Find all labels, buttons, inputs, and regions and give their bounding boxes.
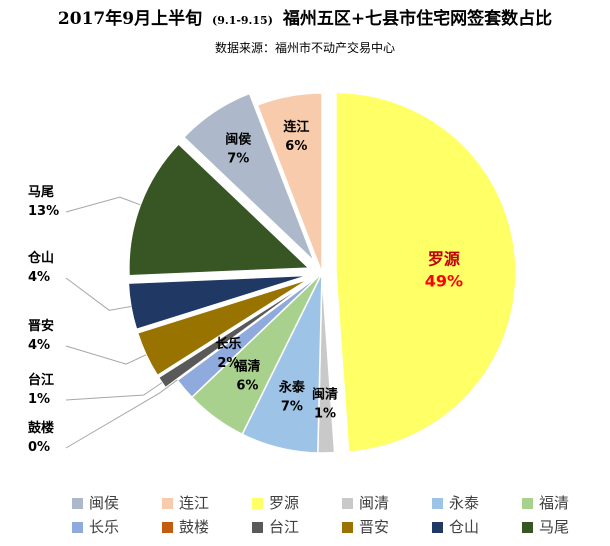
legend-swatch-9 [252, 522, 263, 533]
slice-8 [136, 278, 310, 377]
slice-1-label: 49% [425, 272, 463, 291]
legend-swatch-2 [162, 498, 173, 509]
slice-11-label: 7% [227, 152, 249, 167]
legend-label-9: 台江 [269, 518, 299, 536]
legend-label-8: 鼓楼 [179, 518, 209, 536]
legend-swatch-10 [342, 522, 353, 533]
legend-swatch-6 [522, 498, 533, 509]
legend-label-2: 连江 [179, 494, 209, 512]
slice-3-label: 7% [281, 399, 303, 414]
slice-9-label: 4% [28, 270, 50, 285]
legend-label-5: 永泰 [449, 494, 479, 512]
legend-swatch-3 [252, 498, 263, 509]
slice-10-label: 13% [28, 204, 59, 219]
slice-6-leader-line [65, 379, 178, 449]
slice-5-label: 2% [217, 356, 239, 371]
slice-7-leader-line [65, 382, 163, 401]
legend-label-1: 闽侯 [89, 494, 119, 512]
legend-swatch-4 [342, 498, 353, 509]
chart-subtitle: 数据来源：福州市不动产交易中心 [215, 40, 395, 55]
slice-12-label: 6% [285, 139, 307, 154]
slice-9 [127, 274, 309, 331]
slice-2-label: 1% [314, 407, 336, 422]
chart-title: 2017年9月上半旬 (9.1-9.15) 福州五区+七县市住宅网签套数占比 [58, 8, 552, 29]
legend-label-3: 罗源 [269, 494, 299, 512]
slice-7-name: 台江 [28, 372, 54, 388]
legend-swatch-12 [522, 522, 533, 533]
slice-4-label: 6% [236, 379, 258, 394]
slice-6-label: 0% [28, 440, 50, 455]
legend-label-4: 闽清 [359, 494, 389, 512]
slice-8-name: 晋安 [28, 318, 54, 334]
slice-5-name: 长乐 [215, 336, 241, 352]
slice-8-label: 4% [28, 338, 50, 353]
chart-title-main: 2017年9月上半旬 [58, 8, 202, 29]
chart-title-rest: 福州五区+七县市住宅网签套数占比 [282, 8, 552, 29]
slice-1 [335, 91, 517, 453]
slice-8-leader-line [65, 345, 147, 365]
slice-4-name: 福清 [233, 359, 260, 375]
legend-label-10: 晋安 [359, 518, 389, 536]
slice-3-name: 永泰 [278, 379, 306, 395]
slice-6-name: 鼓楼 [28, 420, 54, 436]
pie-slices [127, 91, 517, 454]
legend-label-12: 马尾 [539, 518, 569, 536]
slice-1-name: 罗源 [428, 250, 460, 269]
chart-title-date: (9.1-9.15) [212, 14, 273, 27]
slice-10 [128, 142, 311, 277]
legend-label-7: 长乐 [89, 518, 119, 536]
slice-9-name: 仓山 [27, 250, 54, 266]
legend-swatch-11 [432, 522, 443, 533]
slice-10-leader-line [65, 196, 141, 213]
slice-7-label: 1% [28, 392, 50, 407]
slice-12 [256, 92, 323, 274]
slice-11 [182, 92, 315, 262]
legend-label-11: 仓山 [449, 518, 479, 536]
slice-labels: 罗源 49% 闽清 1% 永泰 7% 福清 6% 长乐 2% 闽侯 7% 连江 6% 马尾 13% 仓山 4% 晋安… [27, 119, 463, 455]
leader-lines [65, 196, 178, 449]
slice-10-name: 马尾 [28, 185, 54, 200]
legend-swatch-7 [72, 522, 83, 533]
legend-swatch-8 [162, 522, 173, 533]
slice-9-leader-line [65, 277, 132, 311]
legend-label-6: 福清 [539, 494, 569, 512]
slice-2-name: 闽清 [312, 387, 338, 403]
legend-swatch-1 [72, 498, 83, 509]
slice-11-name: 闽侯 [225, 132, 251, 148]
slice-12-name: 连江 [283, 119, 309, 135]
legend-swatch-5 [432, 498, 443, 509]
